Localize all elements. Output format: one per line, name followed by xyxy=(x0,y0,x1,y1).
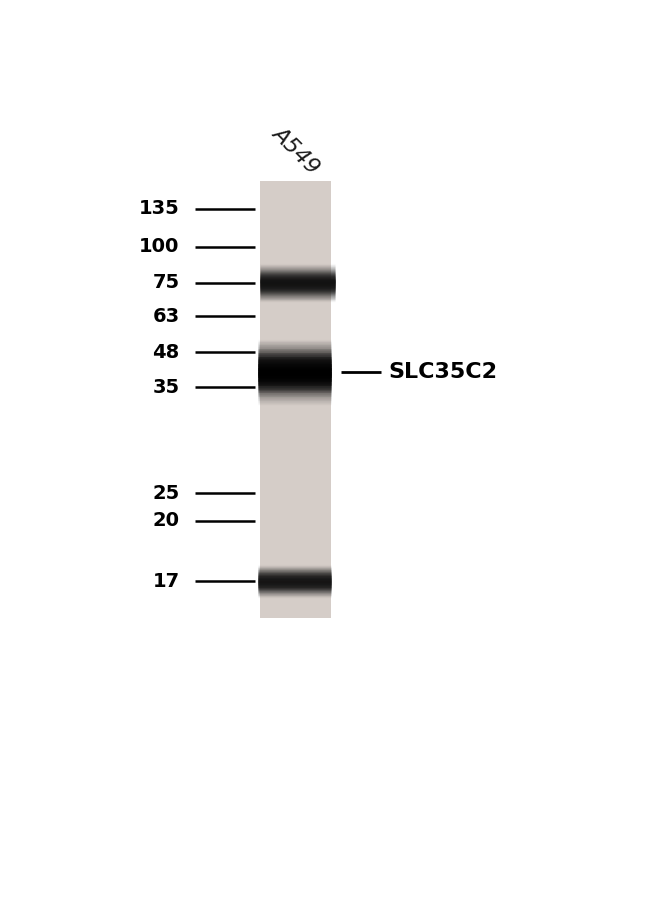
Text: 63: 63 xyxy=(152,306,179,326)
Text: 20: 20 xyxy=(153,512,179,531)
Text: 35: 35 xyxy=(152,378,179,396)
Bar xyxy=(260,181,331,618)
Text: SLC35C2: SLC35C2 xyxy=(389,362,497,382)
Text: A549: A549 xyxy=(268,123,323,177)
Text: 17: 17 xyxy=(152,572,179,591)
Text: 48: 48 xyxy=(152,342,179,362)
Text: 100: 100 xyxy=(139,237,179,257)
Text: 75: 75 xyxy=(152,273,179,293)
Text: 25: 25 xyxy=(152,484,179,503)
Text: 135: 135 xyxy=(138,199,179,218)
